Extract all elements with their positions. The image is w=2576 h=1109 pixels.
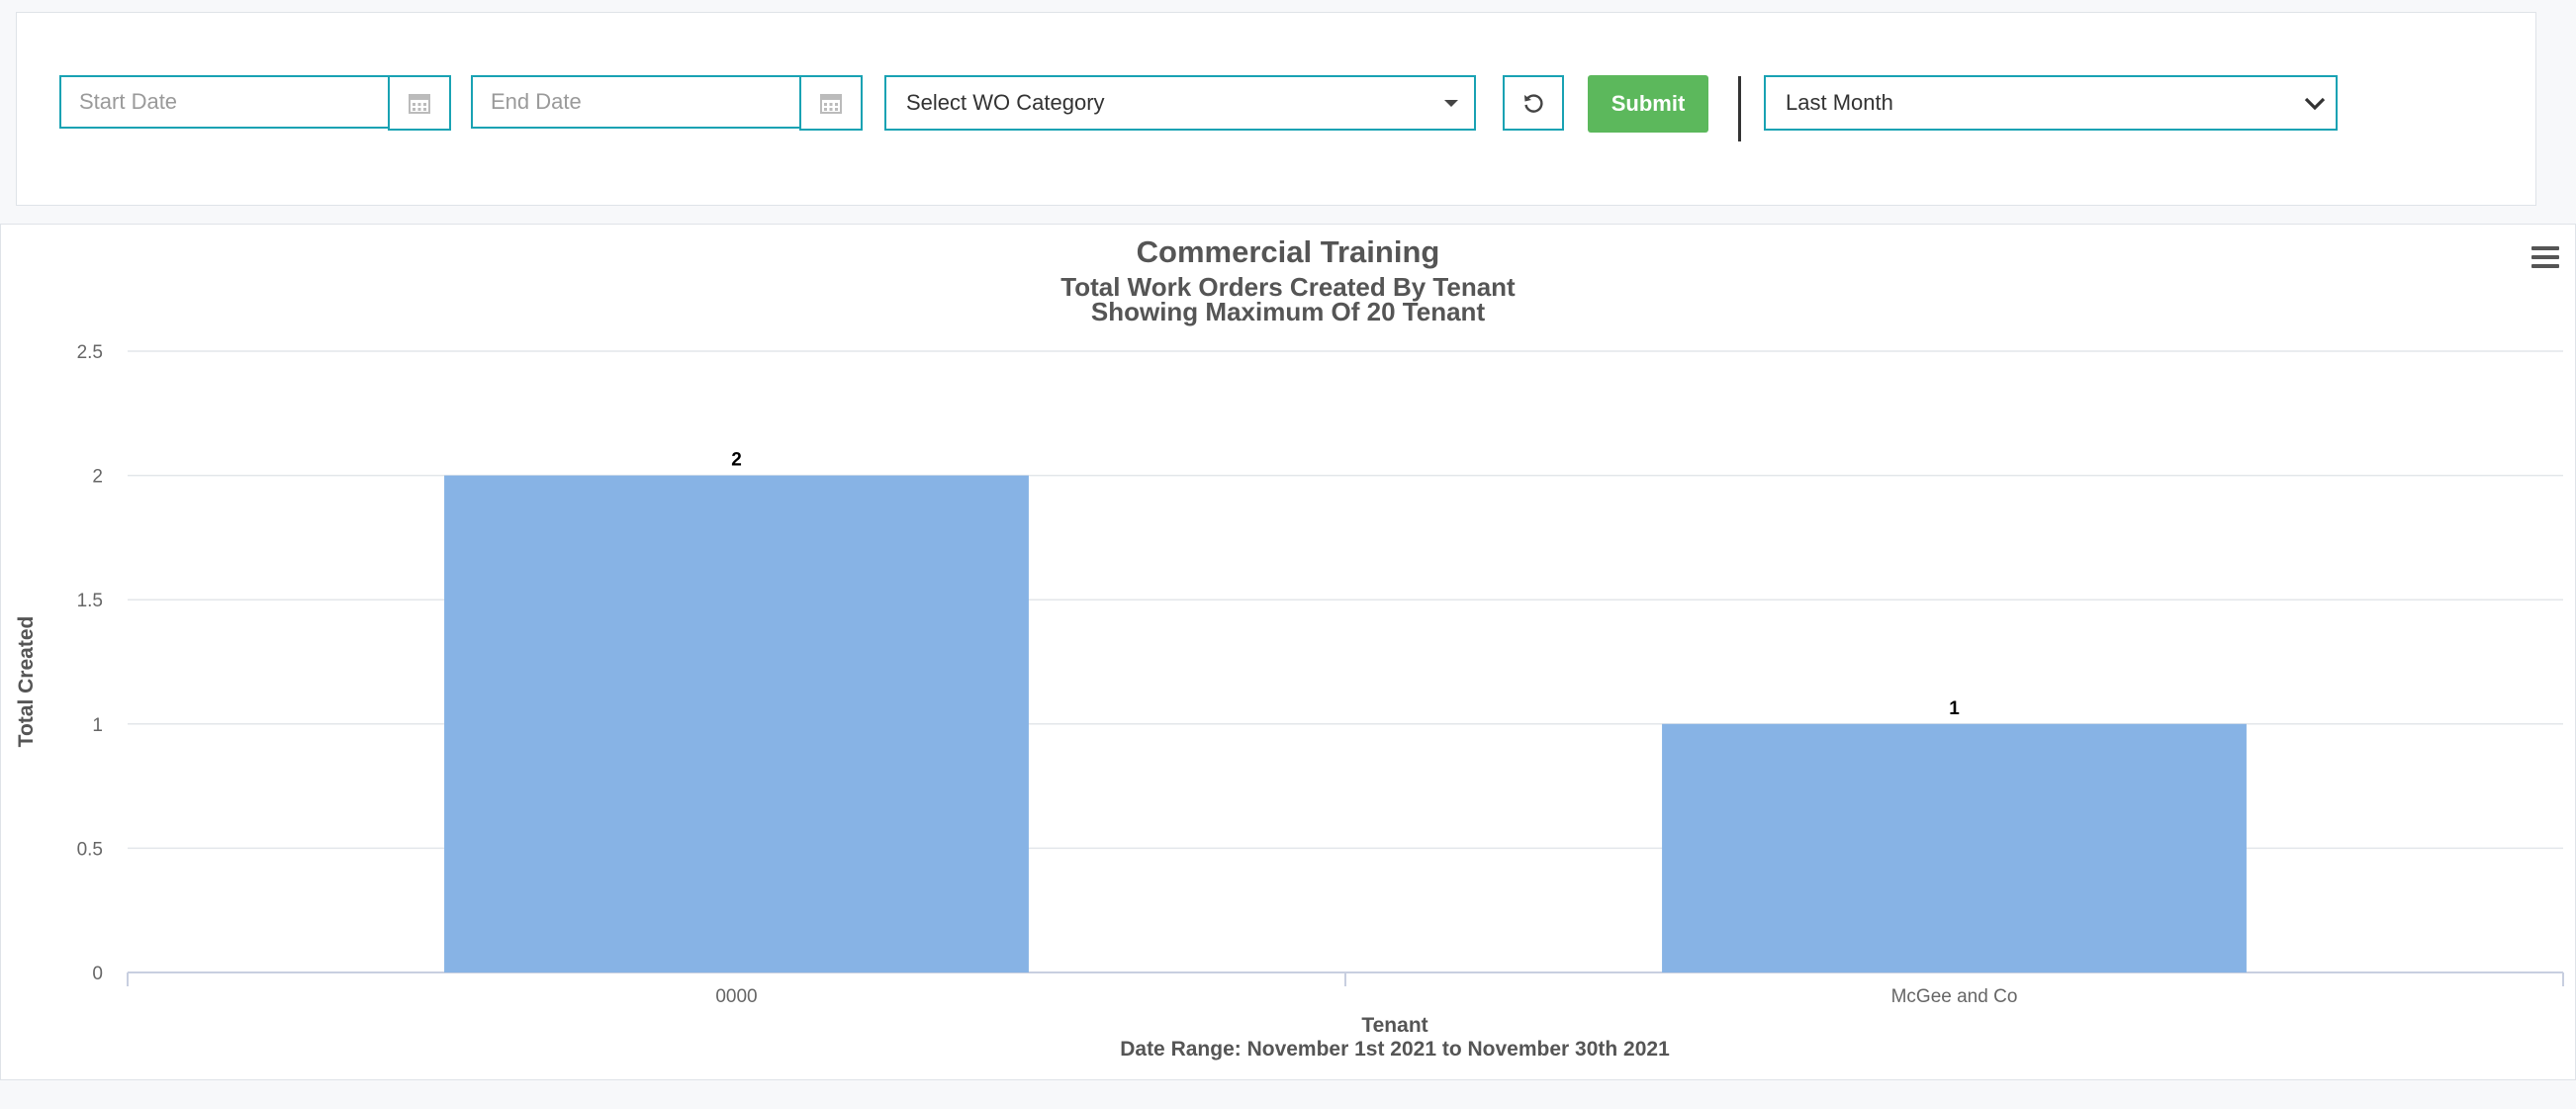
y-tick-label: 0.5 bbox=[77, 839, 103, 860]
end-date-input[interactable] bbox=[471, 75, 799, 129]
data-label: 2 bbox=[731, 450, 742, 471]
reset-icon bbox=[1524, 94, 1543, 113]
x-tick-label: McGee and Co bbox=[1891, 986, 2018, 1007]
bar bbox=[1662, 723, 2247, 972]
wo-category-select-label: Select WO Category bbox=[906, 90, 1105, 115]
chevron-down-icon bbox=[2304, 97, 2326, 111]
data-label: 1 bbox=[1949, 698, 1960, 719]
calendar-icon bbox=[409, 94, 430, 114]
bar bbox=[444, 475, 1029, 972]
hamburger-menu-icon[interactable] bbox=[2531, 246, 2559, 268]
x-axis-title: Tenant bbox=[1361, 1014, 1427, 1037]
chart-title: Commercial Training bbox=[1136, 234, 1440, 269]
bar-chart: 0 0.5 1 1.5 2 2.5 2 0000 1 McGee and Co TenantDate… bbox=[15, 342, 2564, 1061]
period-select[interactable]: Last Month bbox=[1764, 75, 2338, 131]
filter-panel: Select WO Category Submit Last Month bbox=[16, 12, 2536, 206]
period-select-label: Last Month bbox=[1786, 90, 1893, 115]
chart-subtitle-line1: Total Work Orders Created By Tenant bbox=[1060, 272, 1516, 302]
end-date-calendar-button[interactable] bbox=[799, 75, 863, 131]
y-tick-label: 2 bbox=[92, 467, 103, 488]
x-tick-label: 0000 bbox=[715, 986, 757, 1007]
vertical-divider bbox=[1738, 76, 1741, 141]
y-axis-title: Total Created bbox=[15, 616, 38, 748]
chart-panel: 0 0.5 1 1.5 2 2.5 2 0000 1 McGee and Co Tenant Date… bbox=[0, 224, 2576, 1080]
chart-subtitle-line2: Showing Maximum Of 20 Tenant bbox=[1090, 297, 1486, 326]
start-date-calendar-button[interactable] bbox=[388, 75, 451, 131]
chart-caption: Date Range: November 1st 2021 to Novembe… bbox=[1120, 1038, 1670, 1061]
y-tick-label: 0 bbox=[92, 964, 103, 984]
y-tick-label: 1 bbox=[92, 715, 103, 736]
start-date-input[interactable] bbox=[59, 75, 388, 129]
submit-button[interactable]: Submit bbox=[1588, 75, 1708, 133]
wo-category-select[interactable]: Select WO Category bbox=[884, 75, 1476, 131]
end-date-group bbox=[471, 75, 863, 131]
y-tick-label: 1.5 bbox=[77, 591, 103, 611]
reset-button[interactable] bbox=[1503, 75, 1564, 131]
y-tick-label: 2.5 bbox=[77, 342, 103, 363]
caret-down-icon bbox=[1444, 100, 1458, 107]
calendar-icon bbox=[820, 94, 842, 114]
start-date-group bbox=[59, 75, 451, 131]
